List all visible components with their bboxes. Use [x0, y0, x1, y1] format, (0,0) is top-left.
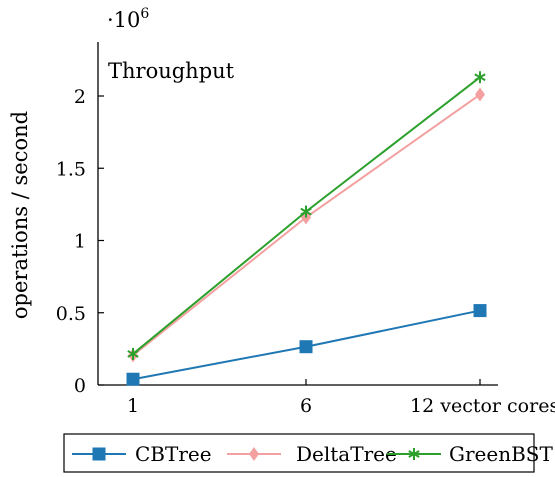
- y-tick-label: 1: [74, 231, 86, 253]
- legend: CBTree DeltaTree GreenBST: [63, 433, 553, 473]
- y-tick-label: 0.5: [56, 303, 86, 325]
- x-tick-label: 12 vector cores: [410, 395, 555, 417]
- data-point-cbtree: [473, 304, 487, 318]
- legend-marker: [249, 447, 259, 461]
- plot-area: 00.511.521 6 12 vector cores·106Throughput…: [8, 6, 555, 417]
- data-point-greenbst: [300, 205, 312, 218]
- x-tick-label: 6: [300, 395, 312, 417]
- series-greenbst: [127, 71, 486, 360]
- y-axis-label: operations / second: [8, 111, 32, 319]
- legend-marker: [92, 447, 106, 461]
- y-multiplier-base: ·10: [107, 8, 140, 32]
- legend-label: DeltaTree: [296, 442, 397, 466]
- legend-entry-greenbst: GreenBST: [387, 442, 553, 466]
- data-point-cbtree: [299, 340, 313, 354]
- data-point-cbtree: [126, 372, 140, 386]
- legend-entry-cbtree: CBTree: [72, 442, 212, 466]
- legend-label: GreenBST: [449, 442, 553, 466]
- data-point-deltatree: [475, 87, 485, 102]
- y-multiplier-exponent: 6: [140, 6, 149, 22]
- y-tick-label: 2: [74, 86, 86, 108]
- y-tick-label: 1.5: [56, 158, 86, 180]
- y-multiplier-label: ·106: [107, 6, 149, 32]
- chart-title: Throughput: [108, 59, 235, 83]
- series-line-deltatree: [132, 93, 481, 357]
- legend-box: [63, 433, 535, 473]
- legend-label: CBTree: [135, 442, 212, 466]
- x-tick-label: 1: [127, 395, 139, 417]
- y-tick-label: 0: [74, 375, 86, 397]
- series-cbtree: [126, 304, 487, 386]
- data-point-greenbst: [474, 71, 486, 84]
- legend-entry-deltatree: DeltaTree: [227, 442, 397, 466]
- legend-marker: [408, 448, 420, 460]
- data-point-greenbst: [127, 347, 139, 360]
